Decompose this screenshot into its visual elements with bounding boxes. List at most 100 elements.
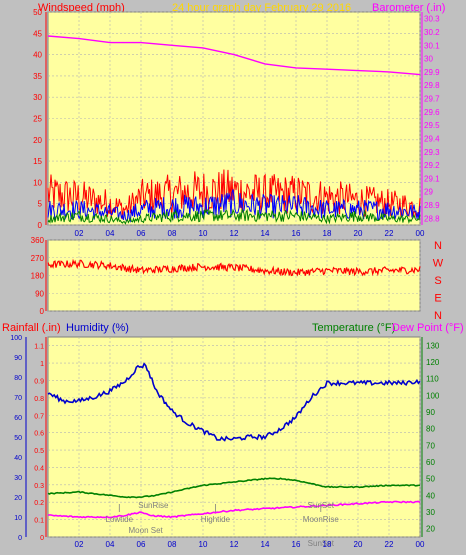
temperature-tick-label: 30 <box>426 508 435 517</box>
temperature-tick-label: 100 <box>426 391 440 400</box>
dew-point-axis-title: Dew Point (°F) <box>392 322 464 334</box>
barometer-series <box>47 35 421 76</box>
event-label: Lowtide <box>106 515 134 524</box>
event-label: Hightide <box>201 515 231 524</box>
humidity-tick-label: 10 <box>14 515 22 522</box>
wind-axes: 0 5 10 15 20 25 30 35 40 45 50 28.8 28.9 29 29.1 29.2 29… <box>33 8 440 238</box>
direction-tick-label: 270 <box>31 254 45 263</box>
barometer-tick-label: 29.4 <box>424 134 440 143</box>
barometer-tick-label: 29.5 <box>424 121 440 130</box>
direction-grid <box>48 239 421 312</box>
x-tick-label: 22 <box>385 229 394 238</box>
event-label: MoonRise <box>303 515 340 524</box>
x-tick-label: 04 <box>106 229 115 238</box>
barometer-tick-label: 29.1 <box>424 174 440 183</box>
direction-tick-label: 360 <box>31 236 45 245</box>
x-tick-label: 02 <box>75 540 84 549</box>
x-tick-label: 02 <box>75 229 84 238</box>
wind-series <box>47 35 421 225</box>
temp-grid <box>48 337 421 538</box>
humidity-series <box>47 362 421 442</box>
x-tick-label: 08 <box>168 540 177 549</box>
humidity-tick-label: 50 <box>14 435 22 442</box>
temperature-axis-title: Temperature (°F) <box>312 322 395 334</box>
temperature-tick-label: 60 <box>426 458 435 467</box>
rainfall-tick-label: 0 <box>40 535 44 542</box>
humidity-tick-label: 100 <box>10 335 22 342</box>
x-tick-label: 14 <box>261 229 270 238</box>
rainfall-tick-label: 0.8 <box>34 396 44 403</box>
wind-low-series <box>47 208 421 225</box>
barometer-tick-label: 28.8 <box>424 214 440 223</box>
rainfall-tick-label: 0.3 <box>34 483 44 490</box>
x-tick-label: 16 <box>292 540 301 549</box>
temperature-tick-label: 110 <box>426 375 439 384</box>
windspeed-tick-label: 5 <box>38 200 43 209</box>
graph-title: 24 hour graph day February 29 2016 <box>172 2 351 14</box>
temperature-tick-label: 130 <box>426 341 440 350</box>
direction-tick-label: 0 <box>40 307 45 316</box>
windspeed-tick-label: 35 <box>33 72 42 81</box>
barometer-tick-label: 29.2 <box>424 161 440 170</box>
x-tick-label: 14 <box>261 540 270 549</box>
rainfall-tick-label: 0.1 <box>34 518 44 525</box>
windspeed-tick-label: 20 <box>33 136 42 145</box>
barometer-tick-label: 29.3 <box>424 148 440 157</box>
windspeed-tick-label: 50 <box>33 8 42 17</box>
x-tick-label: 06 <box>137 540 146 549</box>
x-tick-label: 12 <box>230 229 239 238</box>
rainfall-tick-label: 0.6 <box>34 431 44 438</box>
barometer-tick-label: 30.3 <box>424 15 440 24</box>
humidity-tick-label: 20 <box>14 495 22 502</box>
windspeed-tick-label: 25 <box>33 115 42 124</box>
windspeed-tick-label: 10 <box>33 178 42 187</box>
compass-label: N <box>434 240 442 252</box>
event-label: SunRise <box>138 501 169 510</box>
rainfall-tick-label: 1.1 <box>34 344 44 351</box>
rainfall-axis-title: Rainfall (.in) <box>2 322 61 334</box>
temperature-tick-label: 50 <box>426 475 435 484</box>
barometer-tick-label: 30.1 <box>424 41 440 50</box>
compass-label: E <box>434 293 441 305</box>
x-tick-label: 20 <box>354 229 363 238</box>
barometer-tick-label: 29.7 <box>424 95 440 104</box>
event-label: Moon Set <box>129 526 164 535</box>
rainfall-tick-label: 0.4 <box>34 465 44 472</box>
x-tick-label: 00 <box>416 540 425 549</box>
temp-series <box>47 362 421 519</box>
direction-series <box>47 258 421 277</box>
x-tick-label: 10 <box>199 540 208 549</box>
temperature-tick-label: 120 <box>426 358 440 367</box>
barometer-tick-label: 29.8 <box>424 81 440 90</box>
humidity-tick-label: 70 <box>14 395 22 402</box>
barometer-tick-label: 30.2 <box>424 28 440 37</box>
x-tick-label: 12 <box>230 540 239 549</box>
temperature-tick-label: 40 <box>426 491 435 500</box>
humidity-tick-label: 30 <box>14 475 22 482</box>
humidity-tick-label: 0 <box>18 535 22 542</box>
humidity-axis-title: Humidity (%) <box>66 322 129 334</box>
x-tick-label: 06 <box>137 229 146 238</box>
rainfall-tick-label: 0.9 <box>34 378 44 385</box>
compass-label: S <box>434 275 441 287</box>
x-tick-label: 18 <box>323 540 332 549</box>
humidity-tick-label: 40 <box>14 455 22 462</box>
compass-label: W <box>433 258 444 270</box>
x-tick-label: 08 <box>168 229 177 238</box>
direction-tick-label: 180 <box>31 272 45 281</box>
barometer-tick-label: 28.9 <box>424 201 440 210</box>
x-tick-label: 16 <box>292 229 301 238</box>
temperature-series <box>47 477 421 499</box>
humidity-tick-label: 80 <box>14 375 22 382</box>
barometer-tick-label: 29.6 <box>424 108 440 117</box>
windspeed-tick-label: 30 <box>33 93 42 102</box>
temperature-tick-label: 20 <box>426 525 435 534</box>
rainfall-tick-label: 0.5 <box>34 448 44 455</box>
barometer-axis-title: Barometer (.in) <box>372 2 445 14</box>
x-tick-label: 22 <box>385 540 394 549</box>
humidity-tick-label: 90 <box>14 355 22 362</box>
wind-speed-series <box>47 189 421 223</box>
barometer-tick-label: 29.9 <box>424 68 440 77</box>
